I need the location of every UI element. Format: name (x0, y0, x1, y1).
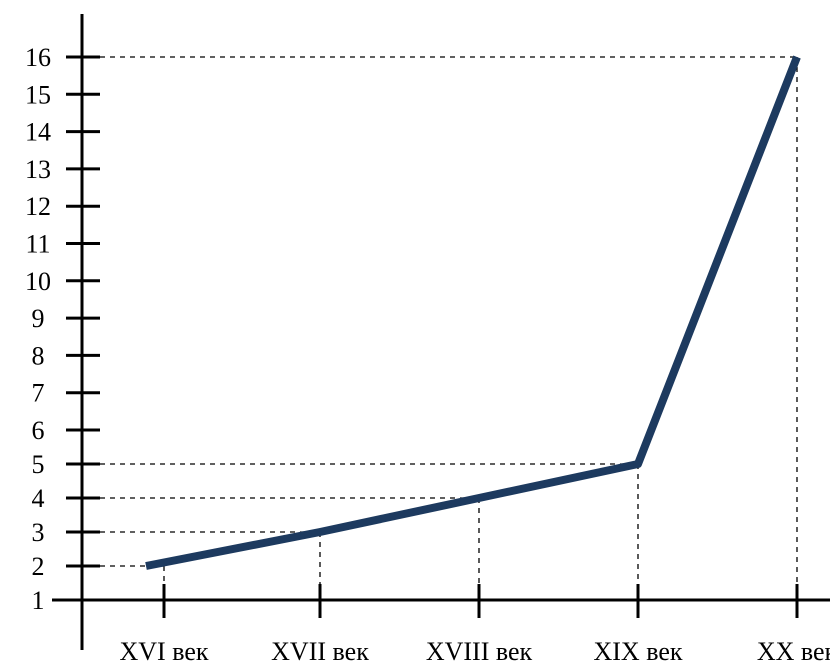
y-tick-label: 8 (32, 341, 45, 370)
x-tick-label: XIX век (593, 637, 682, 664)
series-line (145, 55, 801, 570)
x-tick-labels: XVI век XVII век XVIII век XIX век XX век (119, 637, 830, 664)
y-tick-label: 5 (32, 450, 45, 479)
y-tick-label: 2 (32, 552, 45, 581)
x-tick-label: XVI век (119, 637, 208, 664)
series (145, 55, 801, 570)
y-tick-label: 7 (32, 379, 45, 408)
y-tick-label: 4 (32, 484, 45, 513)
y-tick-label: 13 (25, 155, 51, 184)
y-tick-label: 6 (32, 416, 45, 445)
y-tick-label: 3 (32, 518, 45, 547)
y-tick-label: 10 (25, 267, 51, 296)
y-tick-label: 15 (25, 80, 51, 109)
y-tick-label: 14 (25, 118, 51, 147)
x-tick-label: XVIII век (426, 637, 533, 664)
y-tick-label: 12 (25, 192, 51, 221)
guide-lines (100, 56, 798, 600)
x-tick-label: XX век (757, 637, 830, 664)
y-tick-label: 11 (25, 230, 50, 259)
x-tick-label: XVII век (271, 637, 369, 664)
y-tick-label: 1 (32, 586, 45, 615)
axes (52, 14, 830, 650)
ticks (66, 55, 799, 618)
y-tick-label: 9 (32, 304, 45, 333)
y-tick-label: 16 (25, 43, 51, 72)
